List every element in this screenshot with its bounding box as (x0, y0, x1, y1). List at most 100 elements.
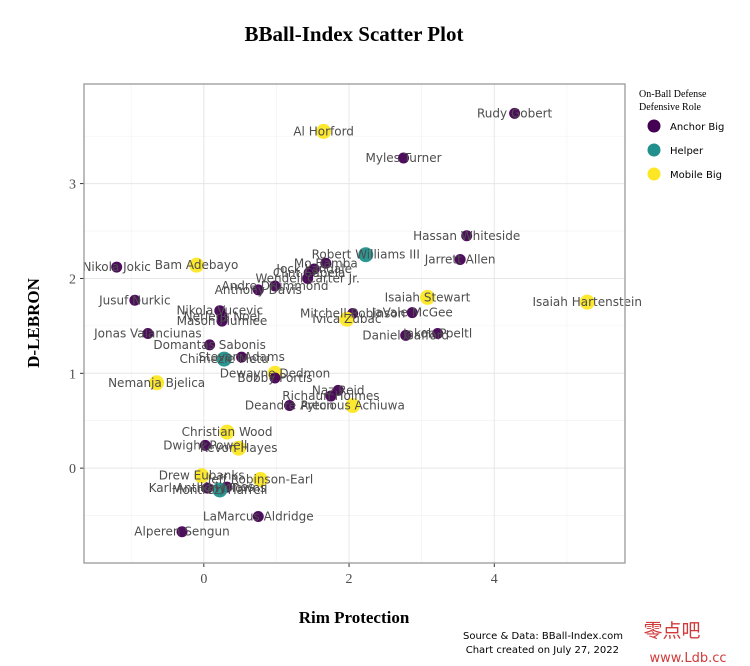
label-isaiah-hartenstein: Isaiah Hartenstein (532, 295, 642, 309)
label-bobby-portis: Bobby Portis (237, 371, 312, 385)
label-andre-drummond: Andre Drummond (221, 279, 328, 293)
point-alperen-sengun (176, 526, 188, 538)
legend-key-mobile-big (647, 167, 661, 181)
label-dwight-powell: Dwight Powell (163, 438, 247, 452)
y-tick-label: 1 (69, 367, 76, 382)
label-wendell-carter-jr: Wendell Carter Jr. (255, 271, 359, 285)
point-steven-adams (236, 351, 248, 363)
label-dewayne-dedmon: Dewayne Dedmon (220, 366, 331, 380)
label-nikola-vucevic: Nikola Vucevic (176, 304, 263, 318)
label-jock-landale: Jock Landale (275, 262, 352, 276)
point-hassan-whiteside (461, 230, 473, 242)
point-mason-plumlee (216, 315, 228, 327)
label-robert-williams-iii: Robert Williams III (312, 248, 420, 262)
point-bam-adebayo (189, 257, 205, 273)
x-tick-label: 4 (491, 572, 498, 587)
legend-label-helper: Helper (670, 146, 704, 157)
label-jakob-poeltl: Jakob Poeltl (402, 326, 472, 340)
watermark-logo: 零点吧 (643, 620, 700, 642)
point-jeff-robinson-earl (252, 472, 268, 488)
label-naz-reid: Naz Reid (312, 383, 365, 397)
plot-panel-border (83, 83, 626, 564)
point-dwight-powell (199, 439, 211, 451)
label-drew-eubanks: Drew Eubanks (159, 469, 245, 483)
point-labels: Rudy Gobert Al Horford Myles Turner Hassan … (82, 106, 642, 538)
label-deandre-ayton: Deandre Ayton (245, 399, 334, 413)
label-isaiah-stewart: Isaiah Stewart (385, 290, 471, 304)
point-christian-wood (219, 424, 235, 440)
point-javale-mcgee (406, 307, 418, 319)
point-chimezie-metu (216, 351, 232, 367)
point-bobby-portis (269, 372, 281, 384)
label-karl-anthony-towns: Karl-Anthony Towns (149, 481, 267, 495)
label-bam-adebayo: Bam Adebayo (155, 258, 239, 272)
point-jusuf-nurkic (129, 294, 141, 306)
label-chimezie-metu: Chimezie Metu (180, 352, 269, 366)
y-tick-label: 3 (69, 178, 76, 193)
legend-title-line1: On-Ball Defense (639, 89, 707, 100)
y-tick-label: 2 (69, 272, 76, 287)
point-montrezl-harrell (212, 482, 228, 498)
label-jeff-robinson-earl: Jeff Robinson-Earl (207, 473, 313, 487)
point-isaiah-hartenstein (579, 294, 595, 310)
label-jusuf-nurkic: Jusuf Nurkic (98, 293, 170, 307)
watermark-url: www.Ldb.cc (649, 651, 726, 666)
point-jarrett-allen (454, 253, 466, 265)
label-hassan-whiteside: Hassan Whiteside (413, 229, 520, 243)
label-nerlens-noel: Nerlens Noel (184, 309, 261, 323)
label-montrezl-harrell: Montrezl Harrell (172, 483, 267, 497)
legend-key-anchor-big (647, 119, 661, 133)
point-nemanja-bjelica (149, 375, 165, 391)
label-myles-turner: Myles Turner (366, 151, 442, 165)
label-nikola-jokic: Nikola Jokic (82, 260, 150, 274)
y-axis-title: D-LEBRON (24, 277, 43, 367)
label-christian-wood: Christian Wood (182, 425, 273, 439)
point-richaun-holmes (325, 390, 337, 402)
point-robert-williams-iii (358, 247, 374, 263)
point-jakob-poeltl (432, 327, 444, 339)
legend-title-line2: Defensive Role (639, 102, 701, 113)
label-anthony-davis: Anthony Davis (215, 283, 302, 297)
legend-key-helper (647, 143, 661, 157)
point-anthony-davis (252, 284, 264, 296)
data-points (111, 107, 595, 538)
point-al-horford (316, 123, 332, 139)
label-kevon-hayes: Kevon Hayes (200, 441, 278, 455)
point-wendell-carter-jr (302, 272, 314, 284)
y-tick-label: 0 (69, 462, 76, 477)
label-steven-adams: Steven Adams (198, 350, 285, 364)
point-nikola-jokic (111, 261, 123, 273)
point-myles-turner (398, 152, 410, 164)
axes: 0 2 4 0 1 2 3 (69, 178, 498, 587)
x-axis-title: Rim Protection (299, 608, 410, 627)
caption-source: Source & Data: BBall-Index.com (463, 631, 623, 642)
label-clint-capela: Clint Capela (273, 266, 346, 280)
label-daniel-gafford: Daniel Gafford (362, 328, 449, 342)
point-rudy-gobert (509, 107, 521, 119)
legend: On-Ball Defense Defensive Role Anchor Bi… (639, 89, 724, 181)
label-lamarcus-aldridge: LaMarcus Aldridge (203, 510, 314, 524)
label-richaun-holmes: Richaun Holmes (282, 389, 379, 403)
label-nemanja-bjelica: Nemanja Bjelica (108, 376, 205, 390)
legend-label-anchor-big: Anchor Big (670, 122, 724, 133)
caption-date: Chart created on July 27, 2022 (466, 645, 619, 656)
point-daniel-gafford (400, 329, 412, 341)
legend-label-mobile-big: Mobile Big (670, 170, 722, 181)
x-tick-label: 2 (346, 572, 353, 587)
label-ivica-zubac: Ivica Zubac (312, 312, 381, 326)
label-javale-mcgee: JaVale McGee (371, 306, 453, 320)
point-precious-achiuwa (345, 398, 361, 414)
label-domantas-sabonis: Domantas Sabonis (153, 338, 265, 352)
label-jarrett-allen: Jarrett Allen (424, 252, 496, 266)
label-jonas-valanciunas: Jonas Valanciunas (93, 326, 202, 340)
point-lamarcus-aldridge (252, 511, 264, 523)
point-andre-drummond (269, 280, 281, 292)
point-karl-anthony-towns (201, 482, 213, 494)
label-al-horford: Al Horford (293, 124, 354, 138)
point-domantas-sabonis (204, 339, 216, 351)
grid (84, 84, 625, 563)
label-kai-jones: Kai Jones (200, 480, 254, 494)
point-ivica-zubac (339, 311, 355, 327)
label-rudy-gobert: Rudy Gobert (477, 106, 553, 120)
